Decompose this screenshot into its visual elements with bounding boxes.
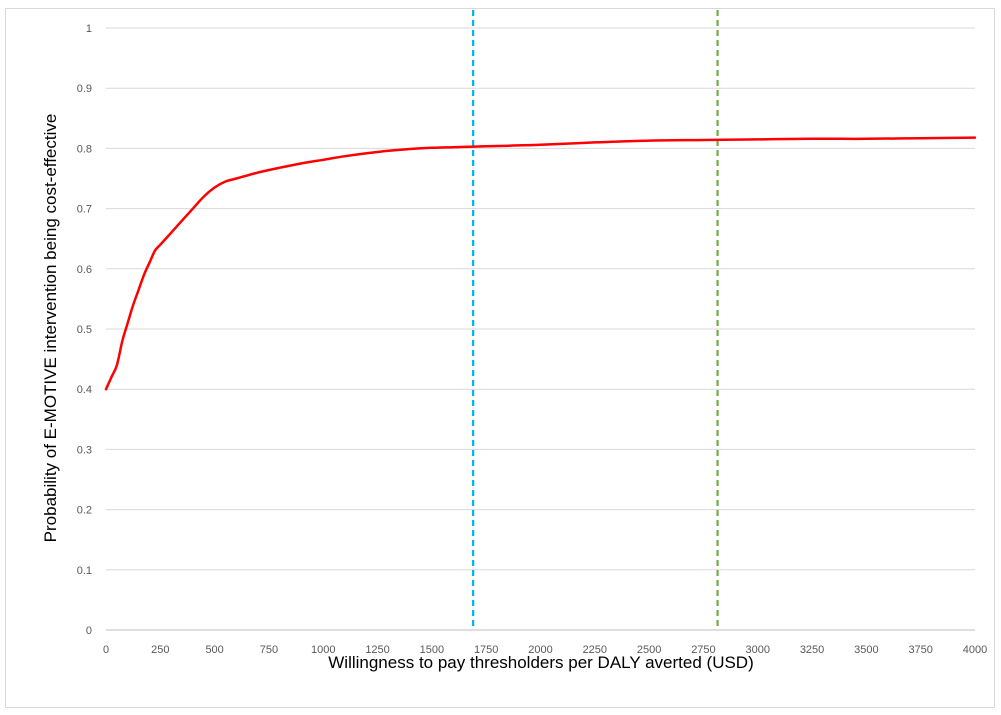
x-tick-label: 1750 — [474, 644, 498, 656]
x-tick-labels: 0 250 500 750 1000 1250 1500 1750 2000 2250 2500 27… — [103, 644, 987, 656]
x-axis-title: Willingness to pay thresholders per DALY… — [328, 653, 754, 672]
y-tick-label: 0.3 — [77, 444, 92, 456]
y-tick-labels: 0 0.1 0.2 0.3 0.4 0.5 0.6 0.7 0.8 0.9 1 — [77, 23, 92, 637]
x-tick-label: 250 — [151, 644, 169, 656]
y-tick-label: 0.2 — [77, 505, 92, 517]
y-tick-label: 0.1 — [77, 565, 92, 577]
y-tick-label: 0 — [86, 625, 92, 637]
x-tick-label: 1000 — [311, 644, 335, 656]
x-tick-label: 3000 — [746, 644, 770, 656]
x-tick-label: 1250 — [365, 644, 389, 656]
x-tick-label: 4000 — [963, 644, 987, 656]
y-tick-label: 0.5 — [77, 324, 92, 336]
x-tick-label: 3750 — [908, 644, 932, 656]
x-tick-label: 2500 — [637, 644, 661, 656]
y-tick-label: 0.9 — [77, 83, 92, 95]
probability-curve — [104, 136, 977, 391]
y-axis-title: Probability of E-MOTIVE intervention bei… — [41, 114, 60, 543]
y-tick-label: 0.8 — [77, 143, 92, 155]
chart-frame — [5, 8, 995, 708]
x-tick-label: 2750 — [691, 644, 715, 656]
y-tick-label: 0.4 — [77, 384, 92, 396]
gridlines — [106, 27, 975, 631]
y-tick-label: 1 — [86, 23, 92, 35]
x-tick-label: 0 — [103, 644, 109, 656]
x-tick-label: 3500 — [854, 644, 878, 656]
y-tick-label: 0.7 — [77, 204, 92, 216]
x-tick-label: 3250 — [800, 644, 824, 656]
reference-lines — [472, 10, 719, 630]
x-tick-label: 2250 — [583, 644, 607, 656]
x-tick-label: 500 — [205, 644, 223, 656]
y-tick-label: 0.6 — [77, 264, 92, 276]
x-tick-label: 750 — [260, 644, 278, 656]
x-tick-label: 2000 — [528, 644, 552, 656]
x-tick-label: 1500 — [420, 644, 444, 656]
series-lines — [104, 136, 977, 391]
